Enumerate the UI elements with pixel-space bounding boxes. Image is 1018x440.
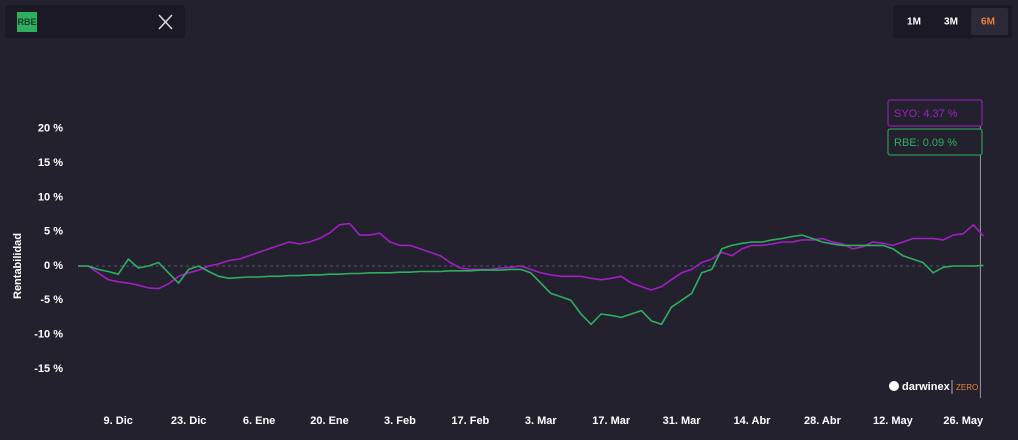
brand-tag: ZERO <box>956 383 978 392</box>
y-tick-label: -10 % <box>34 328 63 340</box>
x-tick-label: 20. Ene <box>310 415 349 427</box>
y-axis-title: Rentabilidad <box>12 233 24 299</box>
x-tick-label: 23. Dic <box>171 415 206 427</box>
x-tick-label: 31. Mar <box>663 415 702 427</box>
series-line <box>78 222 984 291</box>
x-tick-label: 28. Abr <box>804 415 842 427</box>
y-tick-label: -15 % <box>34 363 63 375</box>
period-button[interactable]: 6M <box>981 17 995 28</box>
tooltip-box <box>887 99 983 127</box>
series-line <box>78 234 984 326</box>
badge <box>17 12 37 32</box>
y-tick-label: 5 % <box>44 226 63 238</box>
x-tick-label: 17. Mar <box>592 415 631 427</box>
x-tick-label: 17. Feb <box>451 415 489 427</box>
x-tick-label: 3. Feb <box>384 415 416 427</box>
badge-text: RBE <box>17 17 36 27</box>
x-tick-label: 14. Abr <box>734 415 772 427</box>
period-button[interactable]: 3M <box>944 17 958 28</box>
tooltip-box <box>887 128 983 156</box>
brand-name: darwinex <box>902 381 951 393</box>
y-tick-label: 0 % <box>44 260 63 272</box>
period-button[interactable]: 1M <box>907 17 921 28</box>
x-tick-label: 3. Mar <box>525 415 558 427</box>
brand: darwinex ZERO <box>889 380 978 394</box>
y-tick-label: -5 % <box>40 294 63 306</box>
close-icon[interactable] <box>158 14 173 30</box>
tooltip-text: SYO: 4.37 % <box>894 108 958 120</box>
x-tick-label: 9. Dic <box>104 415 133 427</box>
x-tick-label: 12. May <box>873 415 914 427</box>
brand-icon <box>889 381 899 391</box>
tooltip-text: RBE: 0.09 % <box>894 137 957 149</box>
search-box[interactable] <box>5 5 185 38</box>
y-tick-label: 20 % <box>38 123 63 135</box>
x-tick-label: 26. May <box>943 415 984 427</box>
x-tick-label: 6. Ene <box>243 415 275 427</box>
y-tick-label: 15 % <box>38 157 63 169</box>
active-period-bg <box>971 8 1008 35</box>
y-tick-label: 10 % <box>38 191 63 203</box>
